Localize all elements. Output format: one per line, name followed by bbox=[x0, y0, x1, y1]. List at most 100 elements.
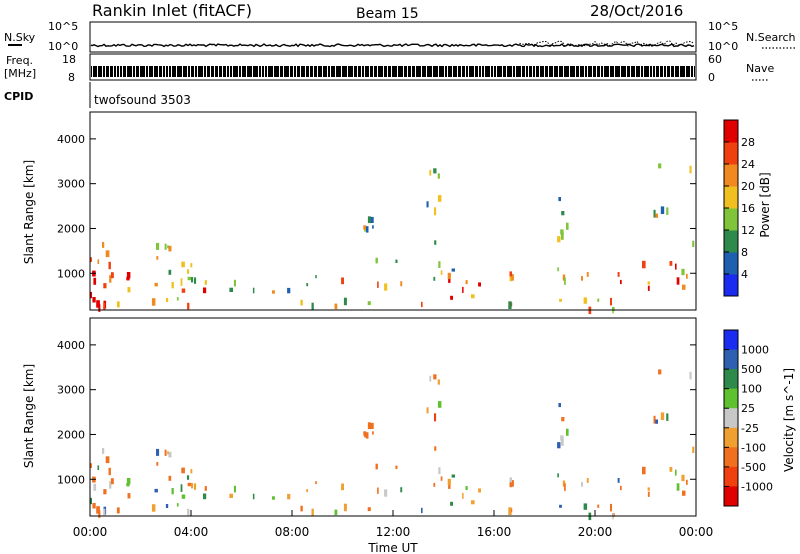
power-cell bbox=[165, 298, 169, 302]
power-cell bbox=[187, 302, 190, 310]
velocity-cell bbox=[341, 483, 344, 491]
power-cell bbox=[395, 259, 398, 263]
freq-gap bbox=[92, 66, 93, 77]
freq-gap bbox=[596, 66, 597, 77]
freq-label-line1: Freq. bbox=[6, 54, 33, 67]
freq-gap bbox=[630, 66, 631, 77]
freq-tick-bottom: 8 bbox=[68, 71, 75, 84]
colorbar-swatch bbox=[724, 252, 738, 275]
velocity-cell bbox=[364, 434, 368, 438]
freq-gap bbox=[126, 66, 127, 77]
velocity-cells bbox=[90, 369, 695, 521]
velocity-cell bbox=[272, 496, 275, 500]
velocity-cell bbox=[478, 488, 481, 493]
velocity-cell bbox=[92, 503, 96, 509]
freq-frame bbox=[89, 53, 697, 81]
freq-gap bbox=[162, 66, 163, 77]
freq-gap bbox=[626, 66, 627, 77]
freq-tick-top: 18 bbox=[62, 53, 76, 66]
velocity-cell bbox=[560, 435, 564, 441]
velocity-cell bbox=[370, 422, 374, 429]
velocity-cell bbox=[300, 505, 303, 512]
power-cell bbox=[610, 297, 612, 306]
freq-panel: Freq. [MHz] 18 8 60 0 Nave bbox=[4, 53, 774, 84]
power-cell bbox=[642, 260, 646, 269]
freq-gap bbox=[391, 66, 392, 77]
freq-gap bbox=[502, 66, 503, 77]
velocity-cell bbox=[384, 489, 388, 497]
freq-gap bbox=[190, 66, 191, 77]
freq-gap bbox=[539, 66, 540, 77]
x-tick-label: 20:00 bbox=[578, 525, 613, 539]
freq-gap bbox=[194, 66, 195, 77]
velocity-cell bbox=[462, 492, 464, 499]
colorbar-frame bbox=[723, 329, 739, 507]
freq-gap bbox=[693, 66, 694, 77]
freq-gap bbox=[432, 66, 433, 77]
freq-gap bbox=[493, 66, 494, 77]
colorbar-tick-label: 24 bbox=[741, 158, 755, 171]
power-cell bbox=[689, 165, 692, 174]
colorbar-tick-label: -100 bbox=[741, 441, 766, 454]
freq-gap bbox=[600, 66, 601, 77]
freq-gap bbox=[347, 66, 348, 77]
freq-gap bbox=[544, 66, 545, 77]
power-cell bbox=[366, 226, 369, 233]
freq-gap bbox=[649, 66, 650, 77]
velocity-cell bbox=[655, 419, 658, 424]
freq-gap bbox=[153, 66, 154, 77]
velocity-cell bbox=[164, 449, 167, 456]
velocity-cell bbox=[642, 466, 646, 475]
velocity-cell bbox=[447, 478, 451, 486]
power-cell bbox=[176, 297, 179, 301]
power-cell bbox=[181, 288, 186, 293]
velocity-cell bbox=[658, 369, 662, 375]
power-frame bbox=[89, 111, 697, 311]
velocity-cell bbox=[511, 480, 514, 487]
power-cell bbox=[437, 173, 440, 179]
colorbar-swatch bbox=[724, 142, 738, 165]
velocity-cell bbox=[103, 489, 107, 495]
freq-gap bbox=[309, 66, 310, 77]
power-cell bbox=[367, 216, 371, 224]
velocity-cell bbox=[647, 487, 650, 491]
freq-gap bbox=[438, 66, 439, 77]
power-cell bbox=[511, 274, 514, 281]
velocity-cell bbox=[193, 483, 197, 490]
velocity-cell bbox=[93, 483, 97, 491]
freq-gap bbox=[444, 66, 445, 77]
freq-gap bbox=[102, 66, 103, 77]
freq-gap bbox=[229, 66, 230, 77]
velocity-cell bbox=[315, 481, 317, 485]
colorbar-tick-label: -500 bbox=[741, 461, 766, 474]
freq-gap bbox=[663, 66, 664, 77]
colorbar-swatch bbox=[724, 186, 738, 209]
velocity-cell bbox=[334, 509, 338, 516]
velocity-cell bbox=[509, 477, 512, 483]
nsearch-tick-bottom: 10^0 bbox=[708, 40, 738, 53]
power-cell bbox=[164, 243, 167, 250]
colorbar-swatch bbox=[724, 388, 738, 409]
power-cell bbox=[233, 279, 236, 287]
power-cell bbox=[105, 250, 110, 258]
y-tick-label: 2000 bbox=[57, 428, 85, 441]
velocity-cell bbox=[421, 507, 423, 514]
power-cell bbox=[300, 299, 303, 306]
freq-gap bbox=[305, 66, 306, 77]
colorbar-swatch bbox=[724, 208, 738, 231]
power-cell bbox=[364, 228, 368, 232]
velocity-cell bbox=[343, 503, 347, 512]
nsearch-tick-top: 10^5 bbox=[708, 20, 738, 33]
power-cell bbox=[363, 225, 367, 230]
velocity-cell bbox=[448, 484, 451, 489]
power-cell bbox=[98, 304, 101, 312]
power-cell bbox=[229, 287, 233, 292]
freq-gap bbox=[105, 66, 106, 77]
velocity-cell bbox=[557, 473, 559, 478]
velocity-cell bbox=[102, 447, 105, 454]
freq-gap bbox=[652, 66, 653, 77]
freq-gap bbox=[373, 66, 374, 77]
velocity-colorbar-label: Velocity [m s^-1] bbox=[782, 368, 796, 472]
freq-gap bbox=[685, 66, 686, 77]
